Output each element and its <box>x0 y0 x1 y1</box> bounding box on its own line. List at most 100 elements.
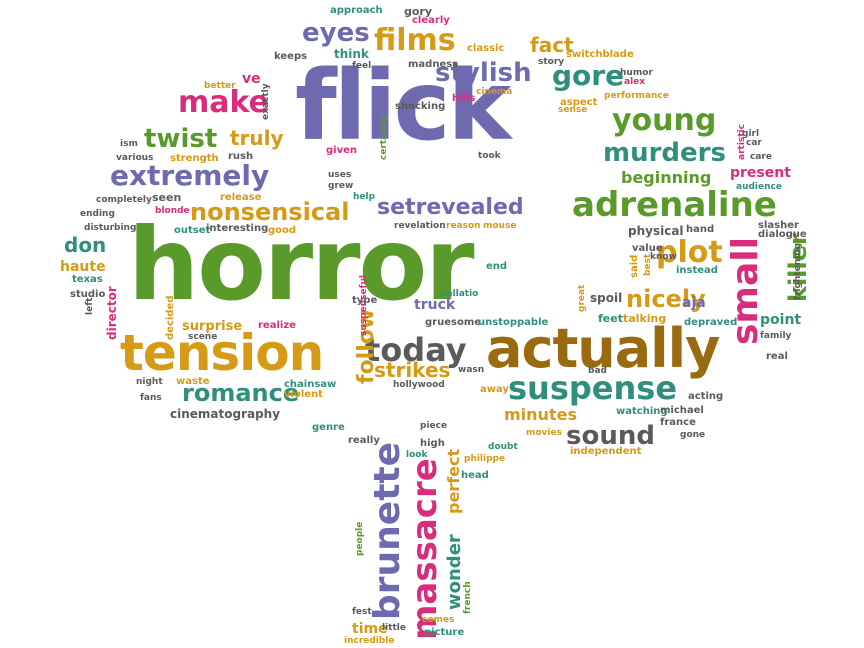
word-texas: texas <box>72 274 103 285</box>
word-romance: romance <box>182 379 300 407</box>
word-massacre: massacre <box>405 458 445 640</box>
word-acting: acting <box>688 391 724 402</box>
word-michael: michael <box>660 405 704 416</box>
word-surprise: surprise <box>182 319 243 334</box>
word-reason: reason <box>446 221 481 231</box>
word-don: don <box>64 233 107 257</box>
word-audience: audience <box>736 182 782 192</box>
word-really: really <box>348 435 380 446</box>
word-rush: rush <box>228 151 254 162</box>
word-mouse: mouse <box>483 221 517 231</box>
word-think: think <box>334 47 369 61</box>
word-madness: madness <box>408 59 459 70</box>
word-clearly: clearly <box>412 15 450 26</box>
word-aja: aja <box>682 295 706 311</box>
word-comes: comes <box>422 615 455 625</box>
word-bad: bad <box>588 366 607 376</box>
word-value: value <box>632 243 663 254</box>
word-hand: hand <box>686 224 715 235</box>
word-nonsensical: nonsensical <box>190 198 350 226</box>
word-uses: uses <box>328 170 352 180</box>
word-doubt: doubt <box>488 442 518 452</box>
word-head: head <box>461 470 489 481</box>
word-cinema: cinema <box>476 87 513 97</box>
word-chainsaw: chainsaw <box>284 379 337 390</box>
word-today: today <box>365 331 467 369</box>
word-car: car <box>746 138 762 148</box>
word-help: help <box>353 192 376 202</box>
word-disturbing: disturbing <box>84 223 137 233</box>
word-waste: waste <box>176 376 210 387</box>
word-instead: instead <box>676 265 718 276</box>
word-seen: seen <box>152 191 182 204</box>
word-suspense: suspense <box>508 369 678 407</box>
word-present: present <box>730 165 791 181</box>
word-care: care <box>750 152 772 162</box>
word-better: better <box>204 81 236 91</box>
word-adrenaline: adrenaline <box>572 185 777 225</box>
word-ending: ending <box>80 209 115 219</box>
word-family: family <box>760 331 792 341</box>
word-slasher: slasher <box>758 220 799 231</box>
word-switchblade: switchblade <box>566 49 634 60</box>
word-exactly: exactly <box>261 83 271 120</box>
word-beginning: beginning <box>621 168 712 187</box>
word-certainly: certainly <box>379 115 389 160</box>
word-small: small <box>725 237 766 345</box>
word-movies: movies <box>526 428 562 438</box>
word-independent: independent <box>570 446 642 457</box>
word-make: make <box>178 85 269 120</box>
word-look: look <box>406 450 428 460</box>
word-hollywood: hollywood <box>393 380 445 390</box>
word-sense: sense <box>558 105 588 115</box>
word-various: various <box>116 153 154 163</box>
word-perfect: perfect <box>444 448 463 514</box>
word-actually: actually <box>486 317 720 380</box>
word-keeps: keeps <box>274 51 308 62</box>
word-ism: ism <box>120 139 138 149</box>
word-studio: studio <box>70 289 106 300</box>
word-depraved: depraved <box>684 317 738 328</box>
word-france: france <box>660 417 696 428</box>
word-wasn: wasn <box>458 365 485 375</box>
word-horror: horror <box>128 206 475 323</box>
word-realize: realize <box>258 320 296 331</box>
word-approach: approach <box>330 5 383 16</box>
word-suspenseful: suspenseful <box>359 275 369 336</box>
word-truly: truly <box>230 126 284 150</box>
word-gory: gory <box>404 5 433 18</box>
word-twist: twist <box>144 124 218 154</box>
word-sound: sound <box>566 421 655 451</box>
word-revelation: revelation <box>394 221 446 231</box>
word-hills: hills <box>452 93 476 104</box>
word-frightening: frightening <box>793 242 803 300</box>
word-director: director <box>105 286 119 340</box>
word-people: people <box>355 521 365 556</box>
word-humor: humor <box>620 68 653 78</box>
word-decided: decided <box>165 295 176 340</box>
word-genre: genre <box>312 422 345 433</box>
word-gruesome: gruesome <box>425 317 482 328</box>
word-said: said <box>629 254 640 278</box>
word-gone: gone <box>680 430 706 440</box>
word-given: given <box>326 145 358 156</box>
word-wonder: wonder <box>444 534 465 610</box>
word-plot: plot <box>656 235 723 270</box>
word-setrevealed: setrevealed <box>377 195 524 220</box>
word-aspect: aspect <box>560 97 598 108</box>
word-minutes: minutes <box>504 405 577 424</box>
word-extremely: extremely <box>110 159 270 192</box>
word-great: great <box>577 284 587 312</box>
word-know: know <box>650 252 677 262</box>
word-ve: ve <box>242 71 261 87</box>
word-real: real <box>766 351 788 362</box>
word-girl: girl <box>742 129 760 139</box>
word-end: end <box>486 261 508 272</box>
word-fest: fest <box>352 607 372 617</box>
word-classic: classic <box>467 43 505 54</box>
word-high: high <box>420 438 445 449</box>
word-young: young <box>612 103 717 138</box>
word-good: good <box>268 225 297 236</box>
word-eyes: eyes <box>302 18 370 48</box>
word-grew: grew <box>328 181 354 191</box>
